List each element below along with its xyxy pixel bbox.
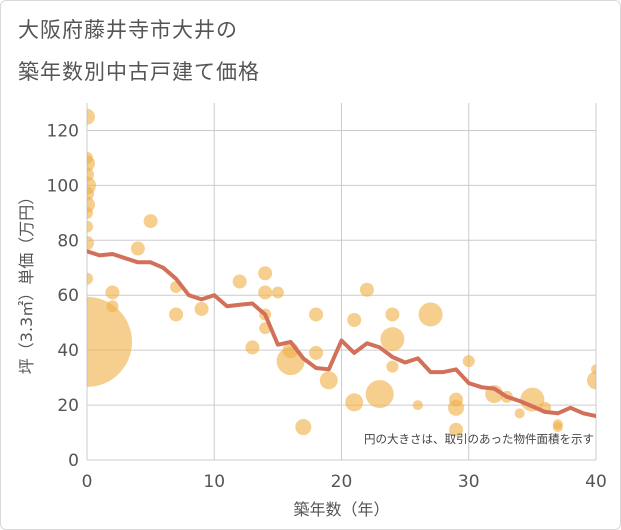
data-bubble [271,286,284,299]
data-bubble [412,400,423,411]
chart-title-line-2: 築年数別中古戸建て価格 [18,60,260,84]
data-bubble [514,408,525,419]
data-bubble [87,236,94,251]
data-bubble [365,380,394,409]
average-price-line [87,249,596,419]
data-bubble [295,419,312,436]
data-bubble [194,301,209,316]
y-tick-label: 100 [47,176,79,196]
data-bubble [449,392,464,407]
x-tick-label: 30 [458,472,480,492]
x-tick-label: 20 [331,472,353,492]
data-bubble [462,355,475,368]
data-bubble [105,285,120,300]
y-tick-label: 60 [57,286,79,306]
x-tick-label: 40 [585,472,607,492]
data-bubble [591,364,596,375]
data-bubble [385,307,400,322]
data-bubble [347,312,362,327]
data-bubble [87,272,93,285]
y-tick-label: 0 [68,451,79,471]
data-bubble [143,214,158,229]
data-bubble [380,327,405,352]
data-bubble [418,302,443,327]
data-bubble [587,371,596,390]
data-bubble [130,241,145,256]
x-tick-label: 10 [203,472,225,492]
data-bubble [552,422,563,433]
data-bubble [232,274,247,289]
data-bubble [258,266,273,281]
data-bubble [87,108,95,125]
data-bubble [386,360,399,373]
data-bubble [245,340,260,355]
data-bubble [87,296,132,387]
y-axis-label: 坪（3.3㎡）単価（万円） [17,189,36,374]
chart-title-line-1: 大阪府藤井寺市大井の [18,18,238,42]
size-note: 円の大きさは、取引のあった物件面積を示す [364,432,594,446]
data-bubble [87,206,93,219]
y-tick-label: 80 [57,231,79,251]
data-bubble [169,307,184,322]
data-bubble [87,167,94,182]
data-bubble [87,220,93,233]
plot-area [87,108,596,437]
data-bubble [309,345,324,360]
data-bubble [449,422,464,437]
x-axis-label: 築年数（年） [293,500,389,519]
data-bubble [87,151,93,164]
y-tick-label: 40 [57,341,79,361]
data-bubble [309,307,324,322]
y-tick-label: 20 [57,396,79,416]
data-bubble [87,186,94,201]
data-bubble [319,371,338,390]
data-bubble [345,393,364,412]
x-tick-label: 0 [82,472,93,492]
data-bubble [359,282,374,297]
data-bubble [106,300,119,313]
data-bubble [258,285,273,300]
y-tick-label: 120 [47,121,79,141]
